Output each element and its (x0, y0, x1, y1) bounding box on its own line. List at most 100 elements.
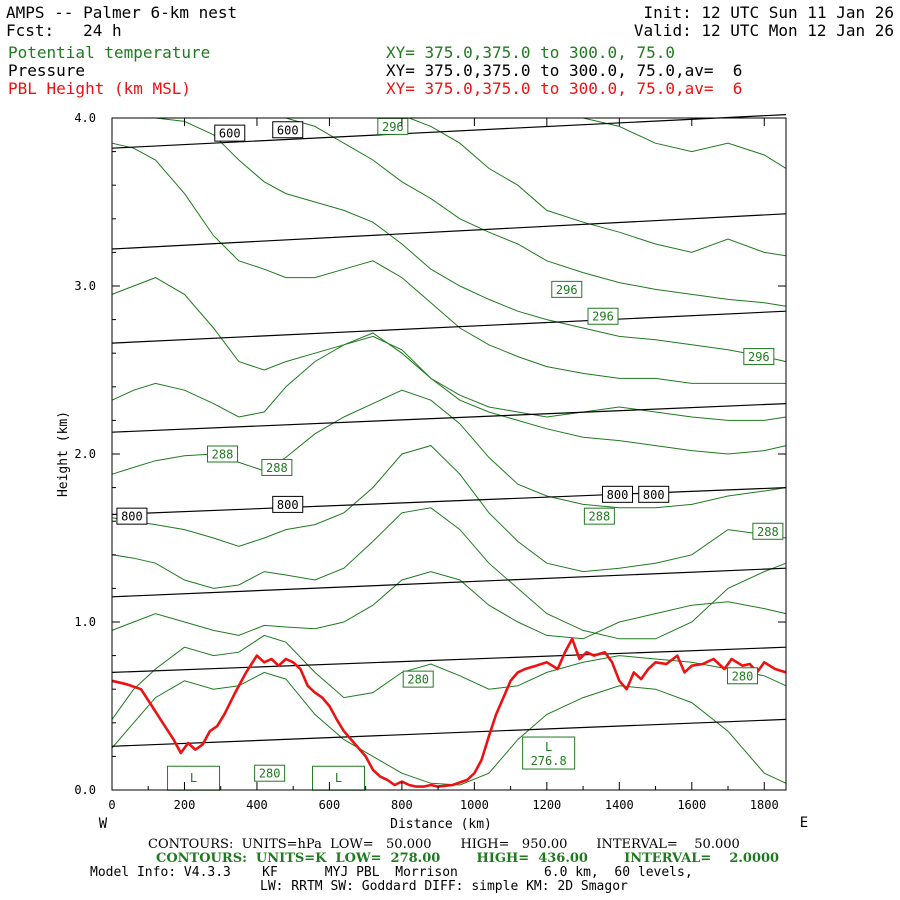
pressure-label-6-text: 800 (643, 488, 665, 502)
pressure-label-5: 800 (602, 485, 633, 503)
theta-line-7 (111, 335, 787, 455)
pbl-height-series (111, 637, 787, 788)
x-tick-label-600: 600 (319, 798, 341, 812)
theta-label-7: 288 (583, 507, 615, 525)
theta-label-7-box (583, 507, 615, 525)
theta-low-2: L (311, 765, 365, 791)
theta-label-4: 296 (743, 348, 775, 366)
theta-line-9 (111, 142, 786, 384)
pressure-label-4-box (272, 495, 304, 513)
theta-label-9-text: 280 (407, 673, 429, 687)
x-axis-label: Distance (km) (390, 817, 492, 832)
pressure-label-1-text: 600 (219, 127, 241, 141)
pressure-isobars (111, 114, 787, 747)
pressure-label-1-box (214, 124, 246, 142)
field-theta-xy: XY= 375.0,375.0 to 300.0, 75.0 (386, 43, 675, 62)
field-pressure-xy: XY= 375.0,375.0 to 300.0, 75.0,av= 6 (386, 61, 743, 80)
theta-label-5-box (207, 445, 239, 463)
theta-label-7-text: 288 (589, 510, 611, 524)
pressure-label-3: 800 (116, 507, 148, 525)
pressure-label-2: 600 (272, 121, 304, 139)
pressure-label-5-text: 800 (607, 488, 629, 502)
pressure-label-4: 800 (272, 495, 304, 513)
theta-line-2 (111, 634, 787, 720)
pressure-label-1: 600 (214, 124, 246, 142)
theta-label-8-text: 288 (757, 525, 779, 539)
pressure-label-4-text: 800 (277, 498, 299, 512)
field-pressure-name: Pressure (8, 61, 86, 80)
theta-label-8-box (752, 522, 784, 540)
x-tick-label-1400: 1400 (605, 798, 634, 812)
isobar-750 (111, 403, 787, 433)
theta-label-8: 288 (752, 522, 784, 540)
field-pbl-name: PBL Height (km MSL) (8, 79, 192, 98)
forecast-hour: Fcst: 24 h (6, 21, 122, 40)
pressure-label-6-box (638, 485, 670, 503)
axes: 0 200 400 600 800 1000 1200 1400 1600 1800 0.0 1.0 2… (56, 111, 808, 832)
west-label: W (99, 816, 108, 832)
contour-labels: 600 600 800 800 800 800 296 296 296 296 288 288 288 2… (116, 117, 784, 791)
theta-label-4-box (743, 348, 775, 366)
theta-low-1-box (167, 765, 221, 791)
y-tick-label-2: 2.0 (74, 447, 96, 461)
x-tick-label-1600: 1600 (677, 798, 706, 812)
theta-label-6-text: 288 (266, 461, 288, 475)
x-tick-label-0: 0 (108, 798, 115, 812)
x-tick-label-200: 200 (174, 798, 196, 812)
field-theta-name: Potential temperature (8, 43, 211, 62)
theta-line-3 (111, 571, 787, 640)
east-label: E (800, 815, 808, 831)
theta-label-9: 280 (402, 670, 434, 688)
y-tick-label-4: 4.0 (74, 111, 96, 125)
theta-low-3-box (522, 736, 576, 770)
theta-line-13 (582, 117, 787, 169)
init-time: Init: 12 UTC Sun 11 Jan 26 (643, 3, 894, 22)
theta-label-6-box (261, 458, 293, 476)
isobar-850 (111, 567, 787, 598)
theta-label-6: 288 (261, 458, 293, 476)
valid-time: Valid: 12 UTC Mon 12 Jan 26 (633, 21, 894, 40)
isobar-800 (111, 487, 787, 516)
pressure-label-2-text: 600 (277, 123, 299, 137)
theta-label-2-box (551, 280, 583, 298)
theta-line-10 (112, 117, 787, 363)
y-axis-label: Height (km) (56, 411, 71, 497)
theta-label-5: 288 (207, 445, 239, 463)
isobar-700 (111, 310, 787, 344)
y-tick-label-0: 0.0 (74, 783, 96, 797)
theta-low-2-letter: L (335, 771, 342, 785)
theta-low-1: L (167, 765, 221, 791)
theta-label-3-box (587, 307, 619, 325)
theta-line-12 (408, 117, 787, 257)
isobar-650 (111, 213, 787, 250)
theta-label-3-text: 296 (592, 310, 614, 324)
y-tick-label-1: 1.0 (74, 615, 96, 629)
pressure-label-2-box (272, 121, 304, 139)
theta-label-1: 296 (377, 117, 409, 135)
x-tick-label-1200: 1200 (532, 798, 561, 812)
theta-low-3-value: 276.8 (531, 754, 567, 768)
theta-label-10: 280 (254, 764, 286, 782)
theta-label-11: 280 (727, 667, 759, 685)
theta-label-5-text: 288 (212, 448, 234, 462)
theta-label-3: 296 (587, 307, 619, 325)
x-tick-label-800: 800 (391, 798, 413, 812)
pressure-contour-info: CONTOURS: UNITS=hPa LOW= 50.000 HIGH= 95… (148, 837, 740, 852)
model-title: AMPS -- Palmer 6-km nest (6, 3, 238, 22)
theta-line-11 (285, 117, 787, 307)
pbl-height-line (111, 637, 787, 788)
theta-label-11-box (727, 667, 759, 685)
theta-contour-info: CONTOURS: UNITS=K LOW= 278.00 HIGH= 436.… (156, 851, 780, 866)
model-info: Model Info: V4.3.3 KF MYJ PBL Morrison 6… (90, 865, 693, 880)
y-tick-label-3: 3.0 (74, 279, 96, 293)
isobar-600 (111, 114, 787, 149)
theta-label-10-box (254, 764, 286, 782)
theta-label-4-text: 296 (748, 350, 770, 364)
theta-line-8 (111, 277, 787, 421)
pressure-label-3-text: 800 (121, 510, 143, 524)
x-tick-label-400: 400 (246, 798, 268, 812)
theta-label-2: 296 (551, 280, 583, 298)
theta-line-1 (111, 671, 787, 786)
theta-label-9-box (402, 670, 434, 688)
